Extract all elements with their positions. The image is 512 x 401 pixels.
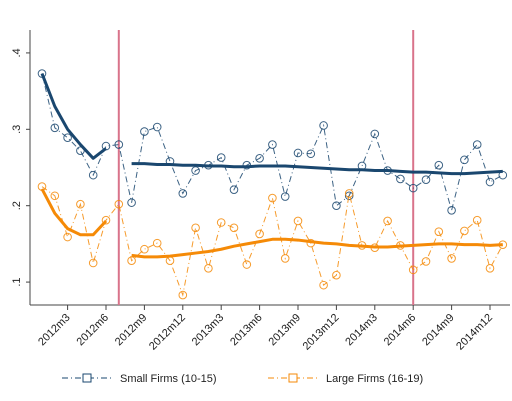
series-marker [344, 191, 354, 201]
series-marker [472, 140, 482, 149]
y-tick-label: .4 [11, 48, 23, 57]
series-marker [408, 265, 418, 275]
series-marker [191, 166, 200, 175]
series-marker [88, 258, 98, 268]
series-marker [332, 201, 341, 210]
legend-marker [288, 373, 298, 383]
series-marker [127, 198, 136, 207]
series-marker [460, 226, 469, 236]
series-marker [344, 189, 354, 198]
legend-label: Large Firms (16-19) [326, 373, 423, 385]
series-marker [332, 270, 341, 280]
series-marker [319, 280, 328, 290]
series-marker [152, 238, 162, 248]
series-marker [293, 148, 303, 158]
x-tick-label: 2014m6 [382, 312, 419, 349]
x-tick-label: 2013m3 [190, 312, 227, 349]
x-tick-label: 2013m9 [267, 312, 304, 349]
series-line [41, 73, 504, 213]
series-marker [127, 256, 136, 265]
series-marker [63, 133, 72, 143]
series-marker [216, 218, 226, 227]
x-tick-label: 2013m6 [228, 312, 265, 349]
series-marker [370, 129, 380, 139]
x-tick-label: 2012m3 [36, 312, 73, 349]
series-line [41, 186, 504, 297]
y-tick-label: .1 [11, 277, 23, 286]
series-marker [191, 223, 200, 233]
series-marker [152, 122, 162, 132]
series-marker [485, 264, 495, 273]
series-marker [178, 290, 188, 300]
series-marker [396, 174, 405, 184]
series-marker [140, 244, 149, 254]
series-marker [383, 216, 392, 226]
x-tick-label: 2014m12 [454, 312, 495, 353]
series-marker [447, 205, 456, 215]
series-marker [76, 199, 85, 209]
legend-label: Small Firms (10-15) [120, 373, 217, 385]
series-marker [140, 127, 149, 136]
x-tick-label: 2012m9 [113, 312, 150, 349]
series-marker [434, 227, 444, 236]
trend-line [40, 72, 503, 176]
series-marker [229, 185, 239, 194]
series-marker [293, 216, 303, 226]
series-marker [88, 170, 98, 180]
series-marker [319, 121, 328, 130]
series-marker [421, 175, 431, 185]
series-marker [472, 215, 482, 225]
series-marker [50, 123, 60, 133]
series-marker [421, 257, 431, 266]
x-tick-label: 2012m12 [147, 312, 188, 353]
series-marker [485, 177, 495, 187]
series-marker [268, 140, 277, 149]
trend-line [40, 188, 503, 259]
series-marker [101, 215, 111, 225]
x-tick-label: 2014m3 [343, 312, 380, 349]
x-tick-label: 2013m12 [301, 312, 342, 353]
series-marker [306, 149, 316, 159]
series-marker [408, 183, 418, 193]
legend-marker [82, 373, 92, 383]
x-tick-label: 2014m9 [420, 312, 457, 349]
y-tick-label: .2 [11, 201, 23, 210]
series-marker [114, 199, 124, 209]
series-marker [216, 153, 226, 162]
series-marker [255, 229, 264, 239]
y-tick-label: .3 [11, 125, 23, 134]
series-marker [114, 140, 124, 149]
series-marker [242, 260, 252, 269]
series-marker [434, 160, 444, 170]
series-marker [50, 191, 60, 201]
series-marker [447, 254, 456, 263]
series-marker [178, 189, 188, 198]
series-marker [460, 155, 469, 165]
x-tick-label: 2012m6 [75, 312, 112, 349]
series-marker [204, 264, 213, 273]
series-marker [268, 193, 277, 203]
series-marker [229, 223, 239, 233]
series-marker [63, 232, 72, 242]
series-marker [255, 154, 264, 163]
series-marker [280, 254, 290, 263]
series-marker [280, 192, 290, 201]
